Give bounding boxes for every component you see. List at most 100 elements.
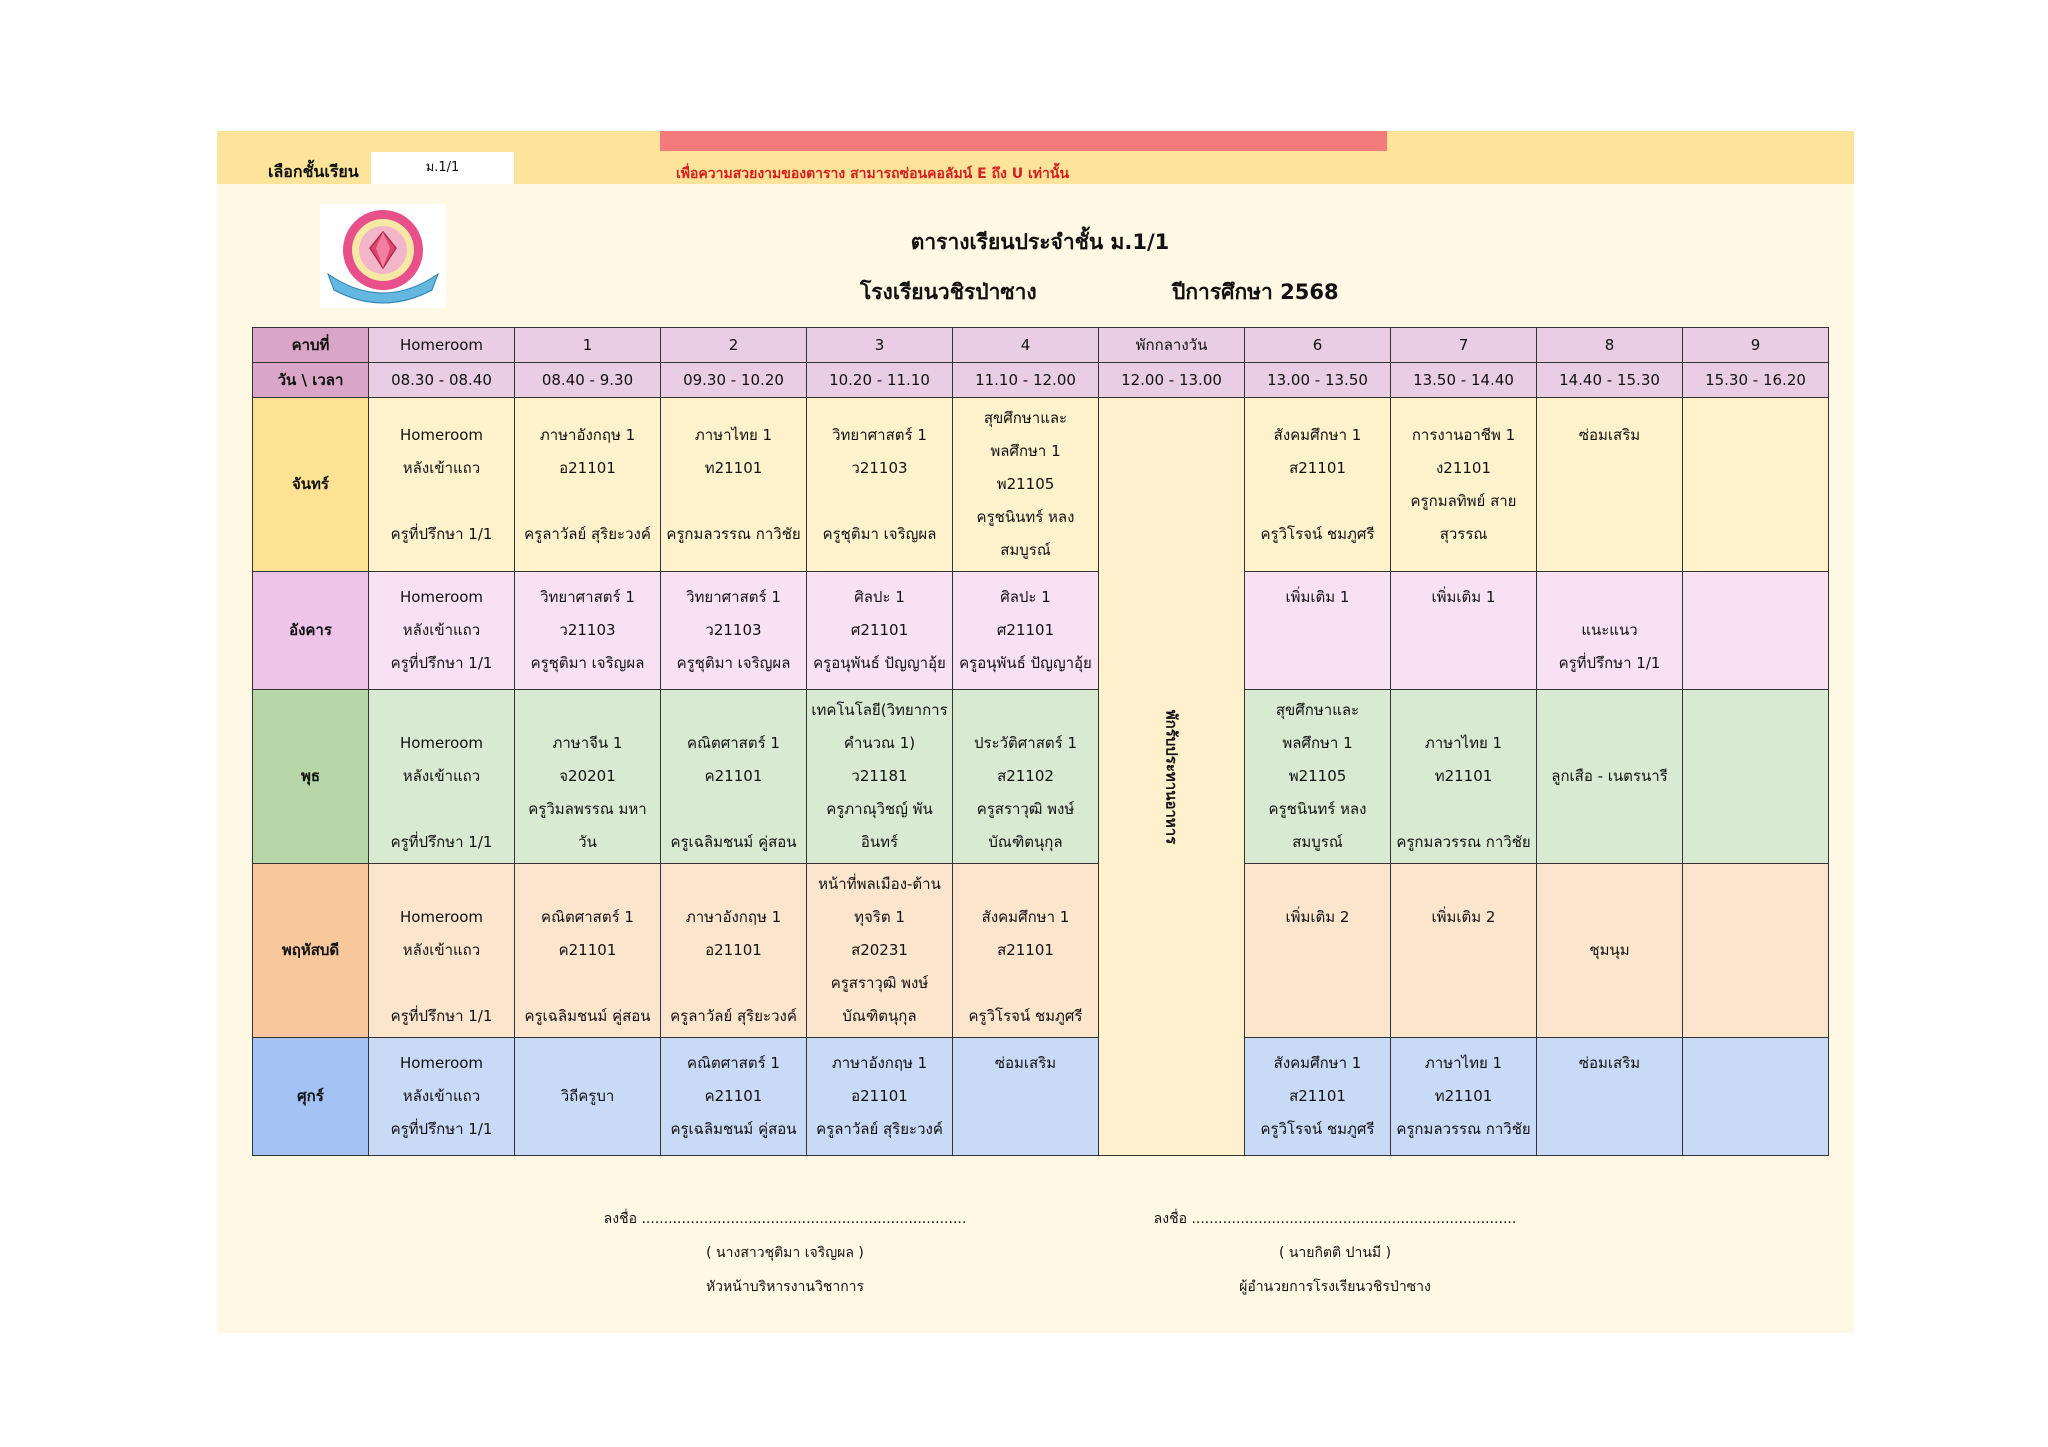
class-cell-line: ภาษาไทย 1 [694,425,773,444]
period-number: 8 [1536,327,1683,363]
class-cell-line: ครูภาณุวิชญ์ พัน [826,800,933,818]
class-cell: Homeroom หลังเข้าแถว ครูที่ปรึกษา 1/1 [368,863,515,1038]
class-cell-line: สุขศึกษาและ [983,409,1068,427]
class-cell-line: ท21101 [1434,767,1493,785]
class-cell: Homeroom หลังเข้าแถว ครูที่ปรึกษา 1/1 [368,1037,515,1156]
class-cell [1682,1037,1829,1156]
class-cell: ภาษาอังกฤษ 1 อ21101 ครูลาวัลย์ สุริยะวงค์ [514,397,661,572]
class-cell: ภาษาไทย 1 ท21101 ครูกมลวรรณ กาวิชัย [1390,1037,1537,1156]
class-cell-line: ครูสราวุฒิ พงษ์ [830,974,929,992]
class-cell-line: ว21103 [559,621,616,639]
period-number: Homeroom [368,327,515,363]
signer-name: ( นายกิตติ ปานมี ) [1278,1245,1392,1261]
class-cell-line: Homeroom [399,425,484,444]
class-cell [1682,689,1829,864]
class-cell: เทคโนโลยี(วิทยาการ คำนวณ 1) ว21181 ครูภาณุว… [806,689,953,864]
class-cell-line: ลูกเสือ - เนตรนารี [1551,767,1668,785]
class-cell-line: ครูวิมลพรรณ มหา [528,800,647,818]
class-select-input[interactable]: ม.1/1 [371,152,514,184]
class-cell-line [664,485,803,518]
class-cell-line: จ20201 [559,767,616,785]
class-cell-line: สมบูรณ์ [1292,833,1343,851]
period-number: พักกลางวัน [1098,327,1245,363]
class-cell-line [664,793,803,826]
day-name: ศุกร์ [252,1037,369,1156]
class-cell: Homeroom หลังเข้าแถว ครูที่ปรึกษา 1/1 [368,397,515,572]
class-cell-line: เพิ่มเติม 1 [1431,588,1496,606]
class-cell-line [518,485,657,518]
class-cell-line: ครูอนุพันธ์ ปัญญาอุ้ย [959,654,1092,672]
lunch-break-label: พักรับประทานอาหาร [1162,709,1181,844]
class-cell-line [518,694,657,727]
class-cell: ซ่อมเสริม [1536,1037,1683,1156]
class-cell [1682,863,1829,1038]
class-cell-line [1394,614,1533,647]
class-cell: ภาษาอังกฤษ 1 อ21101 ครูลาวัลย์ สุริยะวงค์ [660,863,807,1038]
class-cell-line [1540,1113,1679,1146]
class-cell-line: ครูลาวัลย์ สุริยะวงค์ [670,1007,797,1025]
class-cell-line [664,967,803,1000]
class-cell-line: อ21101 [705,941,762,959]
class-cell: ลูกเสือ - เนตรนารี [1536,689,1683,864]
class-cell: ภาษาไทย 1 ท21101 ครูกมลวรรณ กาวิชัย [660,397,807,572]
class-cell-line: Homeroom [399,588,484,606]
class-cell-line: ครูลาวัลย์ สุริยะวงค์ [816,1120,943,1138]
signature-line: ลงชื่อ .................................… [603,1211,967,1227]
class-cell-line: ซ่อมเสริม [1578,425,1641,444]
class-cell-line: ภาษาไทย 1 [1424,1054,1503,1072]
day-name: พฤหัสบดี [252,863,369,1038]
time-slot: 08.30 - 08.40 [368,362,515,398]
class-cell-line: หลังเข้าแถว [402,621,481,639]
class-cell-line: ภาษาอังกฤษ 1 [539,425,636,444]
class-cell-line [956,1113,1095,1146]
timetable: คาบที่ Homeroom 1 2 3 4 พักกลางวัน 6 7 8 9 วัน \ เว… [252,327,1829,1156]
signature-line: ลงชื่อ .................................… [1153,1211,1517,1227]
day-row: ศุกร์ Homeroom หลังเข้าแถว ครูที่ปรึกษา 1/1… [252,1037,1829,1156]
time-slot: 15.30 - 16.20 [1682,362,1829,398]
time-slot: 11.10 - 12.00 [952,362,1099,398]
class-cell-line: ครูกมลวรรณ กาวิชัย [1396,833,1531,851]
class-cell: ซ่อมเสริม [1536,397,1683,572]
time-header-row: วัน \ เวลา 08.30 - 08.40 08.40 - 9.30 09.30… [252,362,1829,398]
class-cell-line [518,1113,657,1146]
class-cell-line [1248,614,1387,647]
class-cell-line [1540,967,1679,1000]
class-cell-line: หน้าที่พลเมือง-ต้าน [818,875,941,893]
class-cell-line [1248,967,1387,1000]
class-cell-line: บัณฑิตนุกุล [988,833,1063,851]
class-cell-line: ส21102 [997,767,1054,785]
class-cell-line: ศิลปะ 1 [1000,588,1051,606]
class-cell: ประวัติศาสตร์ 1 ส21102 ครูสราวุฒิ พงษ์ บัณฑ… [952,689,1099,864]
class-cell-line: ภาษาอังกฤษ 1 [685,908,782,926]
class-cell-line: ครูที่ปรึกษา 1/1 [390,524,493,543]
class-cell-line [1394,793,1533,826]
class-cell-line: ครูชุติมา เจริญผล [676,654,791,672]
class-cell: คณิตศาสตร์ 1 ค21101 ครูเฉลิมชนม์ คู่สอน [514,863,661,1038]
class-cell-line: การงานอาชีพ 1 [1411,425,1516,444]
class-cell: วิทยาศาสตร์ 1 ว21103 ครูชุติมา เจริญผล [660,571,807,690]
class-cell-line: ชุมนุม [1589,941,1630,959]
class-cell-line: Homeroom [399,734,484,752]
class-cell: วิทยาศาสตร์ 1 ว21103 ครูชุติมา เจริญผล [806,397,953,572]
class-cell: ชุมนุม [1536,863,1683,1038]
signature-left: ลงชื่อ .................................… [570,1208,1000,1298]
class-cell-line: พ21105 [1288,767,1347,785]
day-name: อังคาร [252,571,369,690]
class-cell-line [518,1047,657,1080]
class-cell-line: ครูกมลทิพย์ สาย [1410,491,1517,510]
class-cell-line: ว21103 [705,621,762,639]
class-cell-line: คณิตศาสตร์ 1 [687,1054,780,1072]
class-cell-line [372,793,511,826]
class-cell-line: ส20231 [851,941,908,959]
class-cell-line: เทคโนโลยี(วิทยาการ [811,701,948,719]
class-cell: สังคมศึกษา 1 ส21101 ครูวิโรจน์ ชมภูศรี [1244,1037,1391,1156]
class-cell-line: ครูวิโรจน์ ชมภูศรี [1260,1120,1375,1138]
class-cell-line: ว21103 [851,458,908,477]
period-number: 9 [1682,327,1829,363]
class-cell-line: ศิลปะ 1 [854,588,905,606]
class-cell: วิทยาศาสตร์ 1 ว21103 ครูชุติมา เจริญผล [514,571,661,690]
class-cell-line [518,868,657,901]
class-cell: Homeroom หลังเข้าแถว ครูที่ปรึกษา 1/1 [368,571,515,690]
class-cell-line: ท21101 [704,458,763,477]
class-cell-line: ครูเฉลิมชนม์ คู่สอน [670,1120,797,1138]
